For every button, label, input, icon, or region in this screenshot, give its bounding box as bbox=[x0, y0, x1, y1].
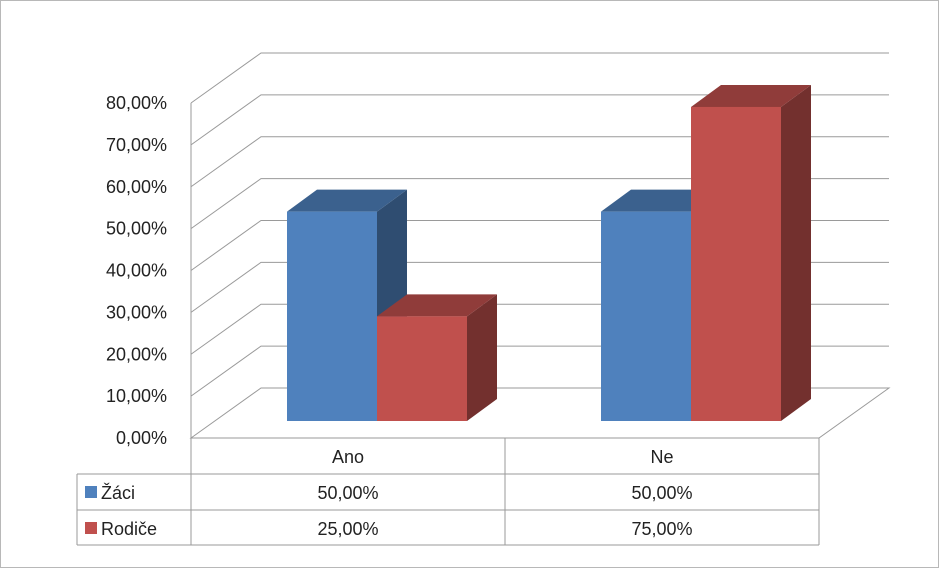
bar-top bbox=[691, 84, 811, 107]
y-axis-ticks: 0,00% 10,00% 20,00% 30,00% 40,00% 50,00% 60,00… bbox=[106, 93, 167, 448]
y-tick-label: 70,00% bbox=[106, 135, 167, 155]
y-tick-label: 50,00% bbox=[106, 219, 167, 239]
category-label: Ano bbox=[332, 447, 364, 467]
y-tick-label: 10,00% bbox=[106, 386, 167, 406]
bar bbox=[601, 211, 691, 421]
y-tick-label: 80,00% bbox=[106, 93, 167, 113]
bar-top bbox=[287, 189, 407, 212]
gridline bbox=[190, 178, 889, 230]
y-tick-label: 0,00% bbox=[116, 428, 167, 448]
series-label: Rodiče bbox=[101, 519, 157, 539]
bar-side bbox=[781, 84, 811, 421]
data-table: Ano Ne Žáci 50,00% 50,00% Rodiče 25,00% 75,00% bbox=[76, 438, 820, 546]
y-tick-label: 30,00% bbox=[106, 302, 167, 322]
chart-bars bbox=[287, 84, 811, 421]
data-table-value: 75,00% bbox=[631, 519, 692, 539]
gridline bbox=[190, 136, 889, 188]
bar-top bbox=[377, 294, 497, 317]
legend-key bbox=[85, 486, 97, 498]
bar bbox=[691, 106, 781, 421]
data-table-value: 50,00% bbox=[317, 483, 378, 503]
y-tick-label: 60,00% bbox=[106, 177, 167, 197]
gridline bbox=[190, 52, 889, 104]
data-table-value: 25,00% bbox=[317, 519, 378, 539]
category-label: Ne bbox=[650, 447, 673, 467]
chart-floor bbox=[189, 387, 891, 439]
data-table-value: 50,00% bbox=[631, 483, 692, 503]
series-label: Žáci bbox=[101, 483, 135, 503]
bar-side bbox=[467, 294, 497, 421]
chart-gridlines bbox=[190, 52, 889, 397]
gridline bbox=[190, 94, 889, 146]
bar bbox=[377, 316, 467, 421]
legend-key bbox=[85, 522, 97, 534]
y-tick-label: 20,00% bbox=[106, 344, 167, 364]
y-tick-label: 40,00% bbox=[106, 261, 167, 281]
bar bbox=[287, 211, 377, 421]
